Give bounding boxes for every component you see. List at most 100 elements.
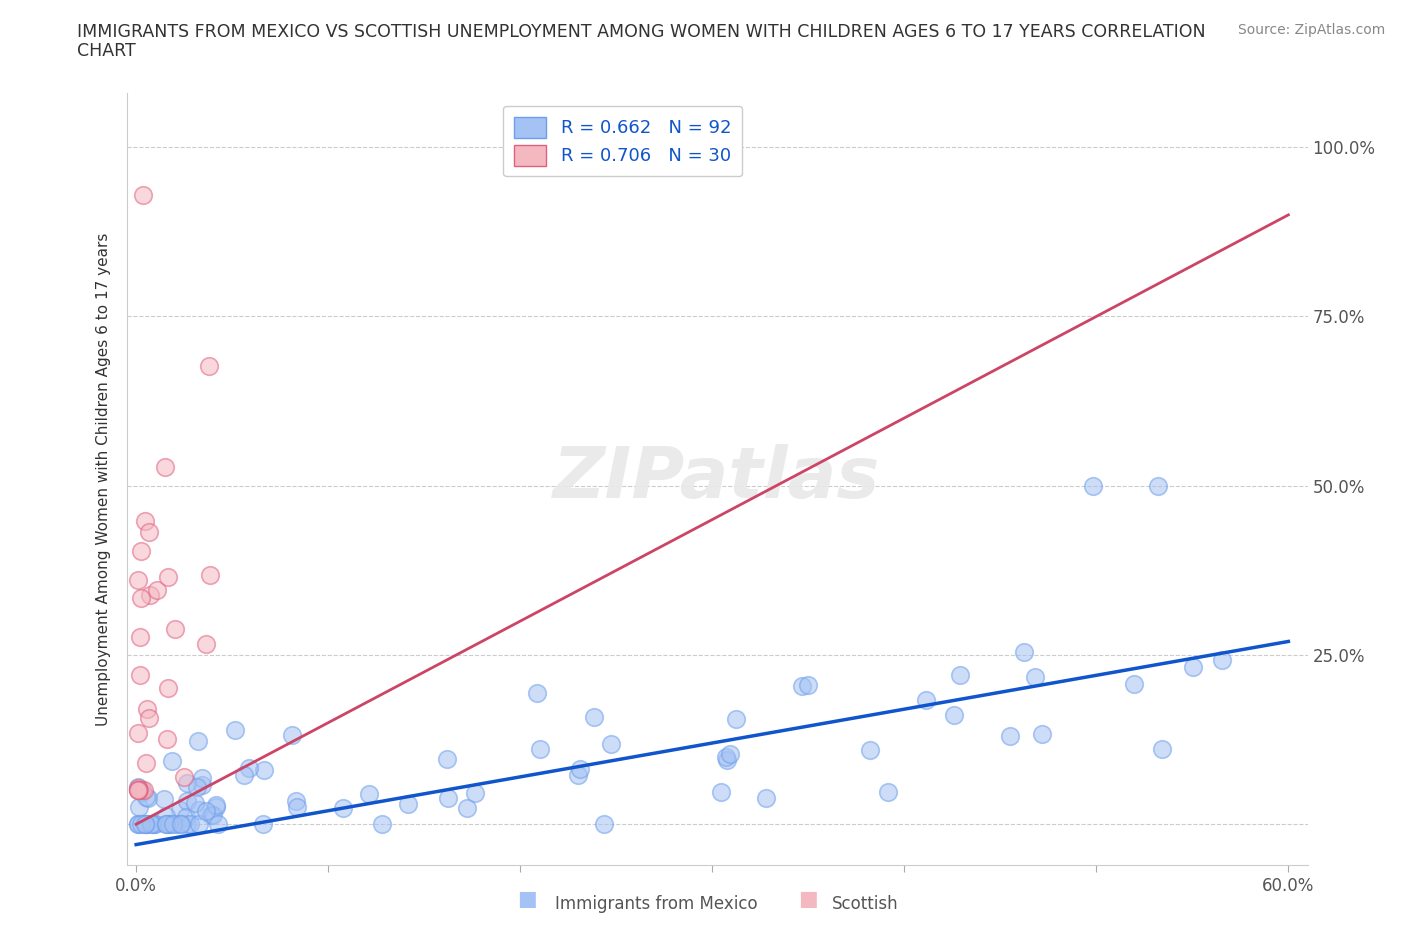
Point	[127, 783, 149, 798]
Point	[716, 752, 738, 767]
Point	[136, 790, 159, 805]
Point	[371, 817, 394, 831]
Point	[153, 459, 176, 474]
Point	[127, 780, 149, 795]
Point	[281, 728, 304, 743]
Point	[139, 817, 162, 831]
Point	[143, 817, 166, 831]
Point	[146, 582, 169, 597]
Point	[135, 790, 157, 804]
Point	[207, 817, 229, 831]
Point	[128, 800, 150, 815]
Point	[526, 686, 548, 701]
Point	[186, 779, 208, 794]
Point	[176, 776, 198, 790]
Point	[157, 817, 180, 831]
Point	[1024, 670, 1046, 684]
Point	[165, 622, 187, 637]
Point	[143, 817, 166, 831]
Text: Scottish: Scottish	[832, 896, 898, 913]
Point	[153, 791, 176, 806]
Point	[127, 573, 149, 588]
Point	[127, 783, 149, 798]
Point	[198, 358, 221, 373]
Point	[136, 702, 159, 717]
Point	[156, 680, 179, 695]
Legend: R = 0.662   N = 92, R = 0.706   N = 30: R = 0.662 N = 92, R = 0.706 N = 30	[503, 106, 742, 177]
Point	[1146, 478, 1168, 493]
Point	[187, 817, 209, 831]
Point	[436, 751, 458, 766]
Point	[134, 817, 156, 831]
Point	[155, 817, 177, 831]
Point	[792, 679, 814, 694]
Point	[176, 794, 198, 809]
Point	[464, 785, 486, 800]
Point	[224, 723, 246, 737]
Point	[176, 817, 198, 831]
Point	[184, 796, 207, 811]
Point	[710, 784, 733, 799]
Point	[582, 711, 605, 725]
Point	[205, 798, 228, 813]
Text: ■: ■	[517, 888, 537, 909]
Point	[135, 817, 157, 831]
Point	[134, 817, 156, 831]
Text: ■: ■	[799, 888, 818, 909]
Point	[160, 753, 183, 768]
Point	[134, 514, 156, 529]
Point	[718, 747, 741, 762]
Point	[252, 817, 274, 831]
Point	[156, 731, 179, 746]
Point	[724, 711, 747, 726]
Point	[716, 749, 738, 764]
Text: IMMIGRANTS FROM MEXICO VS SCOTTISH UNEMPLOYMENT AMONG WOMEN WITH CHILDREN AGES 6: IMMIGRANTS FROM MEXICO VS SCOTTISH UNEMP…	[77, 23, 1206, 41]
Point	[285, 800, 308, 815]
Point	[998, 729, 1021, 744]
Text: Source: ZipAtlas.com: Source: ZipAtlas.com	[1237, 23, 1385, 37]
Point	[859, 743, 882, 758]
Point	[949, 668, 972, 683]
Point	[202, 808, 225, 823]
Point	[877, 785, 900, 800]
Point	[128, 783, 150, 798]
Point	[600, 737, 623, 751]
Point	[191, 777, 214, 792]
Point	[155, 808, 177, 823]
Point	[593, 817, 616, 831]
Point	[1012, 644, 1035, 659]
Point	[162, 817, 184, 831]
Point	[200, 808, 222, 823]
Point	[755, 790, 778, 805]
Point	[456, 801, 478, 816]
Point	[159, 817, 181, 831]
Point	[128, 667, 150, 682]
Point	[187, 734, 209, 749]
Point	[169, 817, 191, 831]
Point	[194, 636, 217, 651]
Point	[139, 588, 162, 603]
Point	[357, 786, 380, 801]
Point	[942, 708, 965, 723]
Point	[174, 809, 197, 824]
Text: CHART: CHART	[77, 42, 136, 60]
Point	[127, 817, 149, 831]
Point	[567, 768, 589, 783]
Point	[170, 817, 193, 831]
Point	[238, 761, 260, 776]
Point	[138, 525, 160, 539]
Text: Immigrants from Mexico: Immigrants from Mexico	[555, 896, 758, 913]
Point	[437, 790, 460, 805]
Point	[136, 817, 159, 831]
Y-axis label: Unemployment Among Women with Children Ages 6 to 17 years: Unemployment Among Women with Children A…	[96, 232, 111, 725]
Point	[529, 742, 551, 757]
Point	[198, 567, 221, 582]
Point	[127, 817, 149, 831]
Point	[179, 817, 201, 831]
Point	[156, 569, 179, 584]
Point	[252, 763, 274, 777]
Point	[285, 793, 308, 808]
Point	[129, 544, 152, 559]
Point	[127, 780, 149, 795]
Point	[233, 767, 256, 782]
